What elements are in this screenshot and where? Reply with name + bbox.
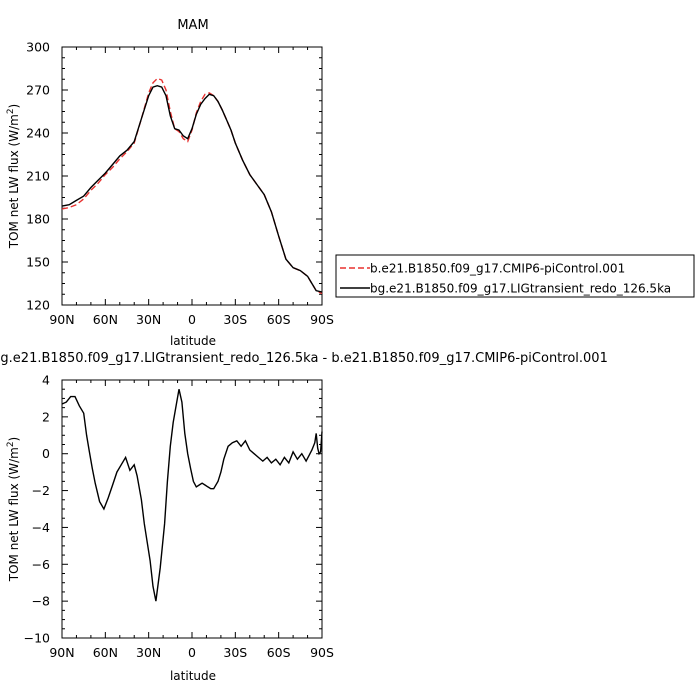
y-tick-label: −8 <box>32 594 50 609</box>
x-tick-label: 30N <box>136 645 161 660</box>
legend-box <box>335 254 695 298</box>
y-tick-label: −2 <box>32 483 50 498</box>
x-tick-label: 90S <box>310 645 334 660</box>
top-panel-mam: MAM latitude TOM net LW flux (W/m2) 90N 6… <box>6 18 334 348</box>
legend-entry: bg.e21.B1850.f09_g17.LIGtransient_redo_1… <box>370 282 671 296</box>
x-axis-label: latitude <box>170 669 216 683</box>
x-tick-label: 90S <box>310 312 334 327</box>
y-tick-label: −10 <box>24 631 50 646</box>
legend: b.e21.B1850.f09_g17.CMIP6-piControl.001b… <box>335 254 695 298</box>
y-tick-label: 0 <box>42 446 50 461</box>
y-tick-label: 300 <box>26 40 50 55</box>
y-tick-label: 150 <box>26 255 50 270</box>
y-tick-label: 2 <box>42 409 50 424</box>
y-tick-label: 180 <box>26 212 50 227</box>
plot-frame <box>61 46 323 306</box>
legend-entry: b.e21.B1850.f09_g17.CMIP6-piControl.001 <box>370 262 625 276</box>
series-line-2 <box>61 84 323 293</box>
plot-title: bg.e21.B1850.f09_g17.LIGtransient_redo_1… <box>0 351 608 366</box>
x-axis-label: latitude <box>170 334 216 348</box>
y-tick-label: 210 <box>26 169 50 184</box>
x-tick-label: 60S <box>267 312 291 327</box>
y-tick-label: 4 <box>42 373 50 388</box>
plot-frame <box>61 379 323 639</box>
series-line-1 <box>61 389 323 602</box>
y-tick-label: −6 <box>32 557 50 572</box>
y-tick-label: −4 <box>32 520 50 535</box>
y-tick-label: 240 <box>26 126 50 141</box>
x-tick-label: 90N <box>49 645 74 660</box>
x-tick-label: 60S <box>267 645 291 660</box>
y-axis-label: TOM net LW flux (W/m2) <box>6 437 21 583</box>
x-tick-label: 60N <box>93 312 118 327</box>
x-tick-label: 30S <box>223 312 247 327</box>
x-tick-label: 60N <box>93 645 118 660</box>
y-tick-label: 120 <box>26 298 50 313</box>
x-tick-label: 0 <box>188 645 196 660</box>
x-tick-label: 90N <box>49 312 74 327</box>
series-line-1 <box>61 77 323 295</box>
x-tick-label: 30N <box>136 312 161 327</box>
y-tick-label: 270 <box>26 83 50 98</box>
y-axis-label: TOM net LW flux (W/m2) <box>6 104 21 250</box>
bottom-panel-difference: bg.e21.B1850.f09_g17.LIGtransient_redo_1… <box>0 351 608 683</box>
x-tick-label: 30S <box>223 645 247 660</box>
plot-title: MAM <box>177 18 208 33</box>
x-tick-label: 0 <box>188 312 196 327</box>
